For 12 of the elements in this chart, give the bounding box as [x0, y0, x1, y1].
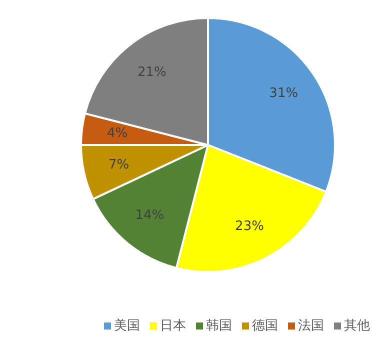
legend-label: 德国 [252, 318, 278, 334]
legend-label: 法国 [298, 318, 324, 334]
data-label: 21% [138, 65, 166, 80]
legend-label: 韩国 [206, 318, 232, 334]
legend-label: 其他 [344, 318, 370, 334]
data-label: 31% [269, 86, 298, 102]
data-label: 23% [235, 218, 264, 234]
data-label: 14% [135, 208, 164, 223]
legend-label: 美国 [114, 318, 140, 334]
data-label: 7% [108, 157, 130, 172]
data-label: 4% [106, 126, 128, 142]
legend-label: 日本 [160, 318, 186, 334]
